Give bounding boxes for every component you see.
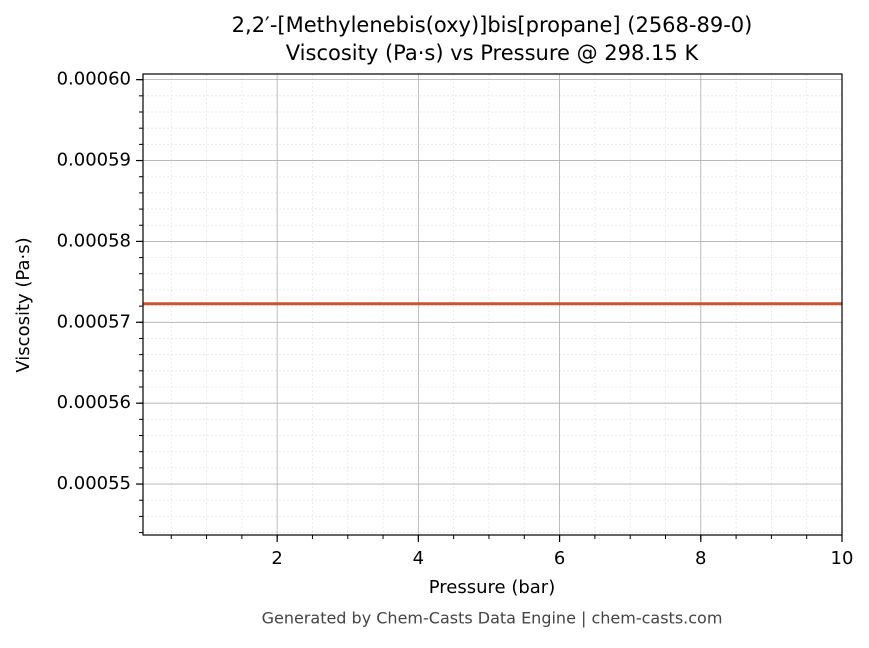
footer: Generated by Chem-Casts Data Engine | ch… [262,609,723,628]
x-tick-label: 4 [413,548,424,569]
y-tick-label: 0.00057 [57,311,131,332]
y-tick-label: 0.00058 [57,230,131,251]
x-tick-label: 2 [271,548,282,569]
x-tick-label: 8 [695,548,706,569]
x-axis-label: Pressure (bar) [429,577,555,598]
chart-title: 2,2′-[Methylenebis(oxy)]bis[propane] (25… [232,13,753,37]
x-tick-label: 10 [831,548,854,569]
y-axis-label: Viscosity (Pa·s) [13,237,34,372]
y-tick-label: 0.00056 [57,392,131,413]
plot-frame [142,73,843,536]
y-tick-label: 0.00059 [57,150,131,171]
y-tick-label: 0.00055 [57,473,131,494]
y-tick-label: 0.00060 [57,69,131,90]
x-tick-label: 6 [554,548,565,569]
chart-subtitle: Viscosity (Pa·s) vs Pressure @ 298.15 K [286,41,700,65]
